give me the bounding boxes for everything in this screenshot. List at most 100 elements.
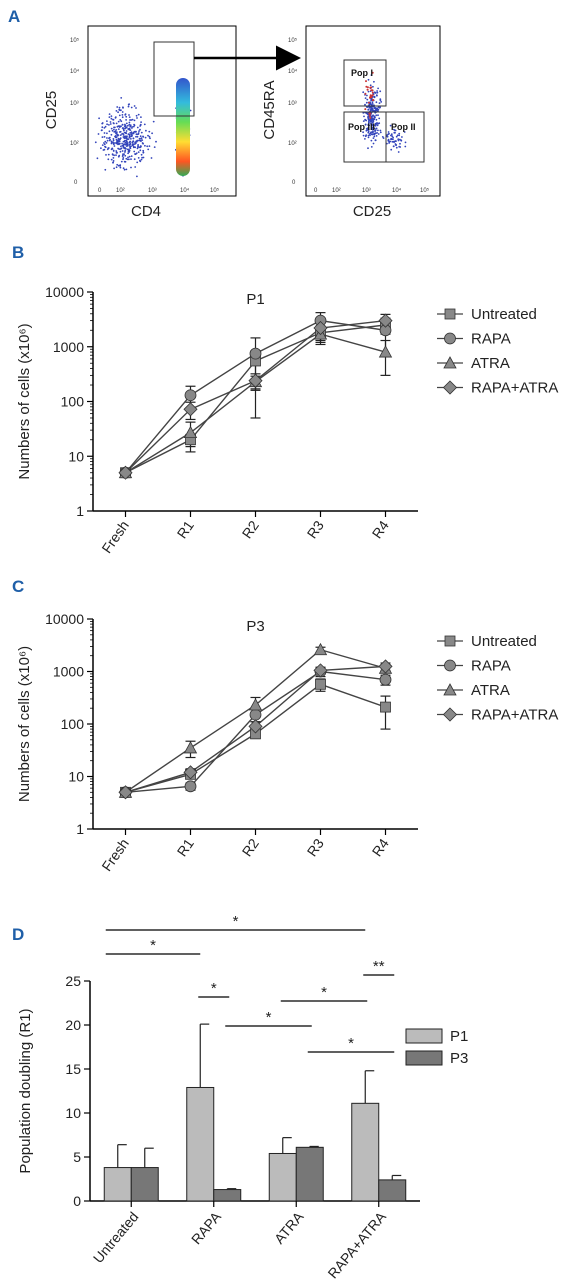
flow-event-dot (103, 142, 105, 144)
y-axis-label: Population doubling (R1) (17, 1008, 34, 1173)
flow-event-dot (106, 132, 108, 135)
flow-event-dot (367, 108, 370, 111)
significance-label: * (150, 937, 156, 954)
y-tick-label: 10000 (45, 611, 84, 627)
flow-event-dot (122, 153, 124, 156)
flow-event-dot (148, 130, 151, 133)
tick-x-5: 10⁵ (210, 187, 220, 194)
flow-event-dot (372, 137, 375, 140)
flow-event-dot (107, 153, 110, 156)
x-tick-label: RAPA+ATRA (324, 1208, 389, 1280)
legend-label: ATRA (471, 682, 510, 699)
significance-label: ** (373, 958, 385, 975)
flow-event-dot (118, 108, 121, 111)
flow-event-dot (119, 164, 122, 166)
flow-event-dot (130, 133, 133, 136)
flow-event-dot (375, 114, 378, 117)
flow-event-dot (373, 135, 376, 138)
flow-event-dot (152, 120, 155, 123)
flow-event-dot (116, 152, 118, 154)
flow-event-dot (371, 91, 374, 94)
flow-event-dot (123, 140, 126, 143)
flow-event-dot (123, 168, 126, 171)
flow-event-dot (139, 125, 142, 127)
marker-diamond (118, 465, 133, 480)
significance-label: * (266, 1009, 272, 1026)
flow-event-dot (139, 146, 142, 149)
flow-event-dot (127, 149, 130, 152)
flow-event-dot (104, 145, 106, 148)
flow-event-dot (124, 151, 126, 153)
flow-event-dot (122, 158, 124, 161)
flow-event-dot (367, 90, 370, 93)
tick-y-3: 10³ (288, 101, 297, 107)
flow-event-dot (103, 136, 106, 138)
legend-label: P3 (450, 1050, 468, 1067)
flow-event-dot (372, 131, 374, 134)
flow-event-dot (133, 105, 136, 107)
flow-event-dot (111, 129, 114, 132)
flow-event-dot (369, 134, 371, 137)
flow-event-dot (148, 135, 151, 138)
flow-event-dot (377, 114, 379, 117)
flow-event-dot (104, 140, 107, 143)
flow-event-dot (103, 132, 106, 134)
flow-event-dot (127, 138, 130, 141)
y-tick-label: 1000 (53, 664, 84, 680)
flow-event-dot (136, 117, 138, 119)
flow-event-dot (125, 145, 128, 148)
flow-event-dot (403, 131, 406, 133)
flow-event-dot (121, 123, 124, 126)
bar (378, 1179, 407, 1202)
x-tick-label: Fresh (98, 836, 132, 875)
flow-event-dot (150, 157, 153, 159)
bar (103, 1167, 132, 1202)
flow-event-dot (368, 112, 371, 115)
y-axis-label: Numbers of cells (x10⁶) (16, 323, 33, 479)
flow-event-dot (104, 168, 107, 171)
flow-event-dot (113, 128, 115, 131)
legend-label: RAPA+ATRA (471, 380, 558, 397)
flow-event-dot (136, 147, 139, 150)
flow-event-dot (122, 132, 124, 135)
flow-event-dot (114, 142, 116, 144)
chart-title: P1 (246, 291, 264, 308)
significance-label: * (348, 1035, 354, 1052)
marker-circle (184, 780, 197, 793)
marker-diamond (313, 663, 328, 678)
flow-event-dot (153, 146, 156, 149)
flow-event-dot (126, 135, 128, 138)
flow-event-dot (366, 94, 368, 97)
marker-circle (249, 347, 262, 360)
flow-event-dot (382, 137, 385, 140)
flow-event-dot (372, 85, 374, 88)
flow-event-dot (122, 106, 124, 109)
flow-event-dot (132, 143, 135, 146)
flow-event-dot (110, 117, 113, 120)
flow-event-dot (121, 116, 124, 119)
flow-event-dot (125, 140, 128, 143)
flow-event-dot (127, 105, 130, 108)
flow-event-dot (378, 102, 381, 104)
flow-event-dot (404, 145, 407, 148)
line-chart-p3: 1 10 100 1000 10000 Fresh R1 R2 R3 R4 P3 Numbers of… (16, 611, 558, 874)
flow-event-dot (393, 128, 395, 131)
flow-event-dot (113, 145, 116, 147)
flow-event-dot (366, 98, 369, 101)
flow-event-dot (115, 166, 118, 169)
flow-event-dot (110, 127, 113, 130)
flow-event-dot (128, 128, 131, 131)
flow-event-dot (147, 148, 150, 151)
flow-event-dot (377, 106, 380, 108)
flow-event-dot (379, 131, 382, 134)
flow-events-plot2 (362, 71, 407, 153)
flow-event-dot (115, 129, 118, 131)
flow-event-dot (137, 144, 140, 146)
flow-event-dot (368, 133, 371, 135)
flow-event-dot (112, 149, 115, 152)
panel-label-d: D (12, 925, 24, 944)
flow-event-dot (117, 125, 120, 128)
x-tick-label: Untreated (90, 1209, 142, 1266)
tick-y-5: 0 (292, 180, 296, 186)
flow-event-dot (367, 78, 370, 81)
